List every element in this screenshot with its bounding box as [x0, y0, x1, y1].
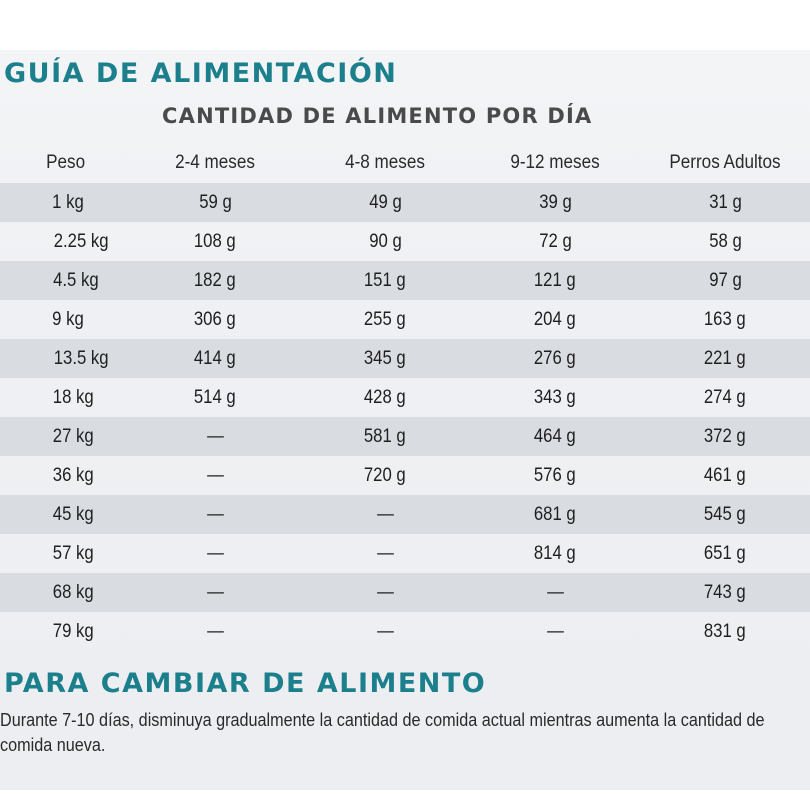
cell-2-4-months: 59 g [130, 183, 300, 222]
feeding-table: Peso 2-4 meses 4-8 meses 9-12 meses Perr… [0, 142, 810, 651]
cell-weight: 57 kg [52, 542, 94, 564]
cell-weight: 79 kg [52, 620, 94, 642]
table-header-row: Peso 2-4 meses 4-8 meses 9-12 meses Perr… [0, 142, 810, 183]
table-row: 2.25 kg 108 g 90 g 72 g 58 g [0, 222, 810, 261]
cell-2-4-months: — [130, 573, 300, 612]
cell-adult: 221 g [640, 339, 810, 378]
cell-adult: 31 g [640, 183, 810, 222]
table-row: 68 kg — — — 743 g [0, 573, 810, 612]
cell-4-8-months: — [300, 495, 470, 534]
cell-9-12-months: 576 g [534, 464, 576, 486]
cell-weight: 2.25 kg [53, 230, 109, 252]
cell-9-12-months: 681 g [470, 495, 640, 534]
cell-2-4-months: 514 g [194, 386, 236, 408]
cell-9-12-months: 39 g [470, 183, 640, 222]
cell-4-8-months: 720 g [364, 464, 406, 486]
cell-adult: 461 g [704, 464, 746, 486]
cell-4-8-months: 428 g [364, 386, 406, 408]
cell-2-4-months: 108 g [194, 230, 236, 252]
change-food-instructions: Durante 7-10 días, disminuya gradualment… [0, 710, 765, 755]
cell-4-8-months: — [376, 620, 394, 642]
table-row: 18 kg 514 g 428 g 343 g 274 g [0, 378, 810, 417]
cell-adult: 651 g [704, 542, 746, 564]
cell-4-8-months: 49 g [300, 183, 470, 222]
cell-2-4-months: — [130, 495, 300, 534]
cell-adult: 372 g [640, 417, 810, 456]
cell-2-4-months: — [130, 417, 300, 456]
cell-weight: 9 kg [52, 308, 84, 330]
change-food-title: PARA CAMBIAR DE ALIMENTO [4, 668, 487, 699]
cell-adult: 58 g [708, 230, 742, 252]
cell-2-4-months: — [206, 542, 224, 564]
cell-9-12-months: — [546, 620, 564, 642]
cell-9-12-months: — [470, 573, 640, 612]
table-row: 79 kg — — — 831 g [0, 612, 810, 651]
cell-2-4-months: 414 g [130, 339, 300, 378]
cell-4-8-months: 581 g [300, 417, 470, 456]
table-row: 45 kg — — 681 g 545 g [0, 495, 810, 534]
cell-9-12-months: 343 g [534, 386, 576, 408]
cell-4-8-months: 345 g [300, 339, 470, 378]
header-2-4-months: 2-4 meses [175, 151, 255, 173]
table-row: 1 kg 59 g 49 g 39 g 31 g [0, 183, 810, 222]
cell-adult: 163 g [704, 308, 746, 330]
cell-2-4-months: — [206, 464, 224, 486]
cell-adult: 545 g [640, 495, 810, 534]
cell-weight: 13.5 kg [0, 339, 130, 378]
cell-weight: 4.5 kg [0, 261, 130, 300]
cell-weight: 45 kg [0, 495, 130, 534]
cell-adult: 831 g [704, 620, 746, 642]
feeding-guide-title: GUÍA DE ALIMENTACIÓN [4, 58, 398, 89]
table-row: 13.5 kg 414 g 345 g 276 g 221 g [0, 339, 810, 378]
cell-4-8-months: 90 g [368, 230, 402, 252]
cell-weight: 27 kg [0, 417, 130, 456]
header-9-12-months: 9-12 meses [510, 151, 600, 173]
cell-4-8-months: — [376, 542, 394, 564]
cell-9-12-months: 121 g [470, 261, 640, 300]
cell-9-12-months: 276 g [470, 339, 640, 378]
cell-weight: 36 kg [52, 464, 94, 486]
table-row: 9 kg 306 g 255 g 204 g 163 g [0, 300, 810, 339]
cell-2-4-months: 182 g [130, 261, 300, 300]
cell-weight: 18 kg [52, 386, 94, 408]
cell-4-8-months: 255 g [364, 308, 406, 330]
header-adult-dogs: Perros Adultos [669, 151, 781, 173]
header-4-8-months: 4-8 meses [345, 151, 425, 173]
cell-weight: 1 kg [0, 183, 130, 222]
cell-adult: 97 g [640, 261, 810, 300]
table-row: 4.5 kg 182 g 151 g 121 g 97 g [0, 261, 810, 300]
table-row: 27 kg — 581 g 464 g 372 g [0, 417, 810, 456]
cell-2-4-months: 306 g [194, 308, 236, 330]
cell-4-8-months: — [300, 573, 470, 612]
cell-adult: 743 g [640, 573, 810, 612]
cell-9-12-months: 814 g [534, 542, 576, 564]
table-row: 57 kg — — 814 g 651 g [0, 534, 810, 573]
cell-9-12-months: 204 g [534, 308, 576, 330]
cell-2-4-months: — [206, 620, 224, 642]
cell-9-12-months: 72 g [538, 230, 572, 252]
header-weight: Peso [46, 151, 86, 173]
cell-9-12-months: 464 g [470, 417, 640, 456]
cell-4-8-months: 151 g [300, 261, 470, 300]
daily-amount-subtitle: CANTIDAD DE ALIMENTO POR DÍA [162, 104, 593, 128]
cell-weight: 68 kg [0, 573, 130, 612]
table-row: 36 kg — 720 g 576 g 461 g [0, 456, 810, 495]
cell-adult: 274 g [704, 386, 746, 408]
